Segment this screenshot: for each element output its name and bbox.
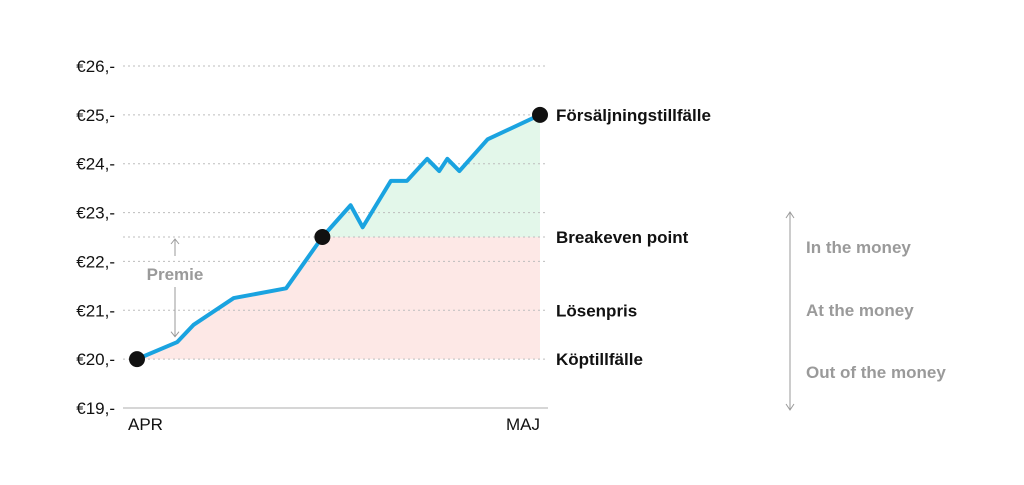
x-tick-label-apr: APR — [128, 415, 163, 434]
y-tick-label: €19,- — [76, 399, 115, 418]
reference-labels: Köptillfälle Lösenpris Breakeven point Förs… — [556, 106, 711, 369]
premie-arrowhead-down — [170, 331, 180, 338]
label-in-the-money: In the money — [806, 238, 911, 257]
premie-bracket: Premie — [147, 238, 204, 338]
price-line — [135, 112, 542, 362]
y-tick-label: €22,- — [76, 252, 115, 271]
y-tick-label: €21,- — [76, 301, 115, 320]
y-tick-label: €23,- — [76, 204, 115, 223]
marker-point — [532, 106, 548, 123]
y-tick-labels: €26,- €25,- €24,- €23,- €22,- €21,- €20,- €19,- — [76, 57, 115, 418]
y-tick-label: €20,- — [76, 350, 115, 369]
reference-label: Breakeven point — [556, 228, 689, 247]
premie-label: Premie — [147, 265, 204, 284]
reference-label: Köptillfälle — [556, 350, 643, 369]
premie-arrowhead-up — [170, 238, 180, 245]
reference-label: Försäljningstillfälle — [556, 106, 711, 125]
marker-point — [314, 229, 331, 245]
marker-point — [129, 351, 145, 368]
label-at-the-money: At the money — [806, 301, 914, 320]
gridlines — [123, 65, 548, 360]
moneyness-arrowhead-down — [785, 403, 795, 411]
y-tick-label: €24,- — [76, 155, 115, 174]
profit-area — [322, 114, 540, 237]
label-out-of-the-money: Out of the money — [806, 363, 946, 382]
markers — [129, 106, 548, 368]
moneyness-scale: In the money At the money Out of the mon… — [785, 211, 946, 411]
y-tick-label: €26,- — [76, 57, 115, 76]
loss-area — [137, 237, 540, 360]
moneyness-arrowhead-up — [785, 211, 795, 219]
x-tick-label-maj: MAJ — [506, 415, 540, 434]
y-tick-label: €25,- — [76, 106, 115, 125]
reference-label: Lösenpris — [556, 301, 637, 320]
